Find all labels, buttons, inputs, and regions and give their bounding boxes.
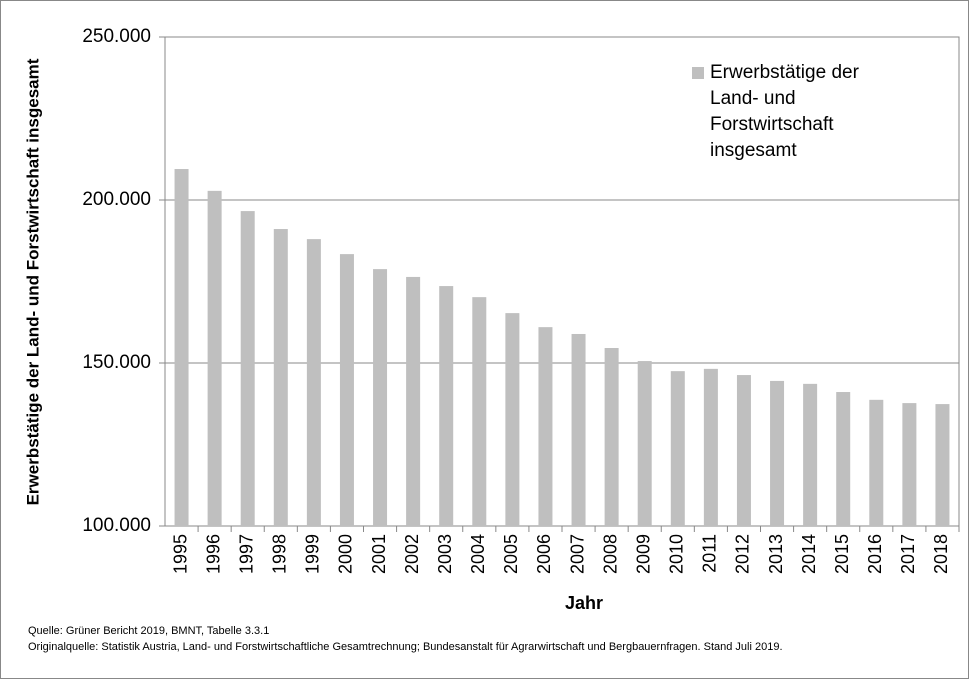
bar <box>505 313 520 526</box>
y-axis-title: Erwerbstätige der Land- und Forstwirtsch… <box>23 58 42 505</box>
bar <box>935 404 950 526</box>
bar <box>736 375 751 526</box>
x-tick-label: 2015 <box>832 534 852 574</box>
source-note: Originalquelle: Statistik Austria, Land-… <box>28 641 783 653</box>
y-tick-label: 200.000 <box>82 189 151 210</box>
x-tick-label: 2014 <box>799 534 819 574</box>
legend: Erwerbstätige der Land- und Forstwirtsch… <box>692 60 902 164</box>
x-tick-label: 2008 <box>600 534 620 574</box>
x-tick-label: 2002 <box>402 534 422 574</box>
x-tick-label: 2016 <box>865 534 885 574</box>
legend-swatch <box>692 67 704 79</box>
y-tick-label: 100.000 <box>82 515 151 536</box>
x-tick-label: 2013 <box>766 534 786 574</box>
bar <box>240 211 255 527</box>
bar <box>406 276 421 526</box>
source-note: Quelle: Grüner Bericht 2019, BMNT, Tabel… <box>28 625 269 637</box>
legend-label: Erwerbstätige der Land- und Forstwirtsch… <box>710 62 859 161</box>
bar <box>571 333 586 526</box>
bar <box>604 348 619 526</box>
x-tick-label: 2011 <box>700 534 720 573</box>
bar <box>836 392 851 526</box>
x-tick-label: 1997 <box>236 534 256 574</box>
bar <box>703 368 718 526</box>
x-tick-label: 2000 <box>336 534 356 574</box>
y-tick-label: 250.000 <box>82 26 151 47</box>
x-tick-label: 2003 <box>435 534 455 574</box>
x-tick-label: 2005 <box>501 534 521 574</box>
bar <box>207 190 222 526</box>
x-tick-label: 1999 <box>303 534 323 574</box>
bar <box>803 383 818 526</box>
x-tick-label: 2007 <box>567 534 587 574</box>
bar <box>869 399 884 526</box>
bar <box>770 380 785 526</box>
x-tick-label: 2009 <box>633 534 653 574</box>
bar <box>538 327 553 526</box>
bar <box>373 269 388 526</box>
bar <box>306 239 321 526</box>
x-tick-label: 2012 <box>733 534 753 574</box>
bar <box>174 169 189 526</box>
x-tick-label: 2010 <box>667 534 687 574</box>
bar <box>902 403 917 526</box>
x-tick-label: 2018 <box>931 534 951 574</box>
x-tick-label: 1998 <box>270 534 290 574</box>
bar <box>273 229 288 526</box>
x-tick-label: 2017 <box>898 534 918 574</box>
bar <box>637 361 652 526</box>
bar <box>339 254 354 526</box>
bar <box>439 286 454 526</box>
y-tick-label: 150.000 <box>82 352 151 373</box>
x-tick-label: 1996 <box>203 534 223 574</box>
x-tick-label: 2001 <box>369 534 389 574</box>
x-axis-title: Jahr <box>565 593 603 613</box>
x-tick-label: 1995 <box>170 534 190 574</box>
bar <box>670 371 685 526</box>
plot-area <box>164 36 960 527</box>
x-tick-label: 2006 <box>534 534 554 574</box>
x-tick-label: 2004 <box>468 534 488 574</box>
bar <box>472 297 487 526</box>
